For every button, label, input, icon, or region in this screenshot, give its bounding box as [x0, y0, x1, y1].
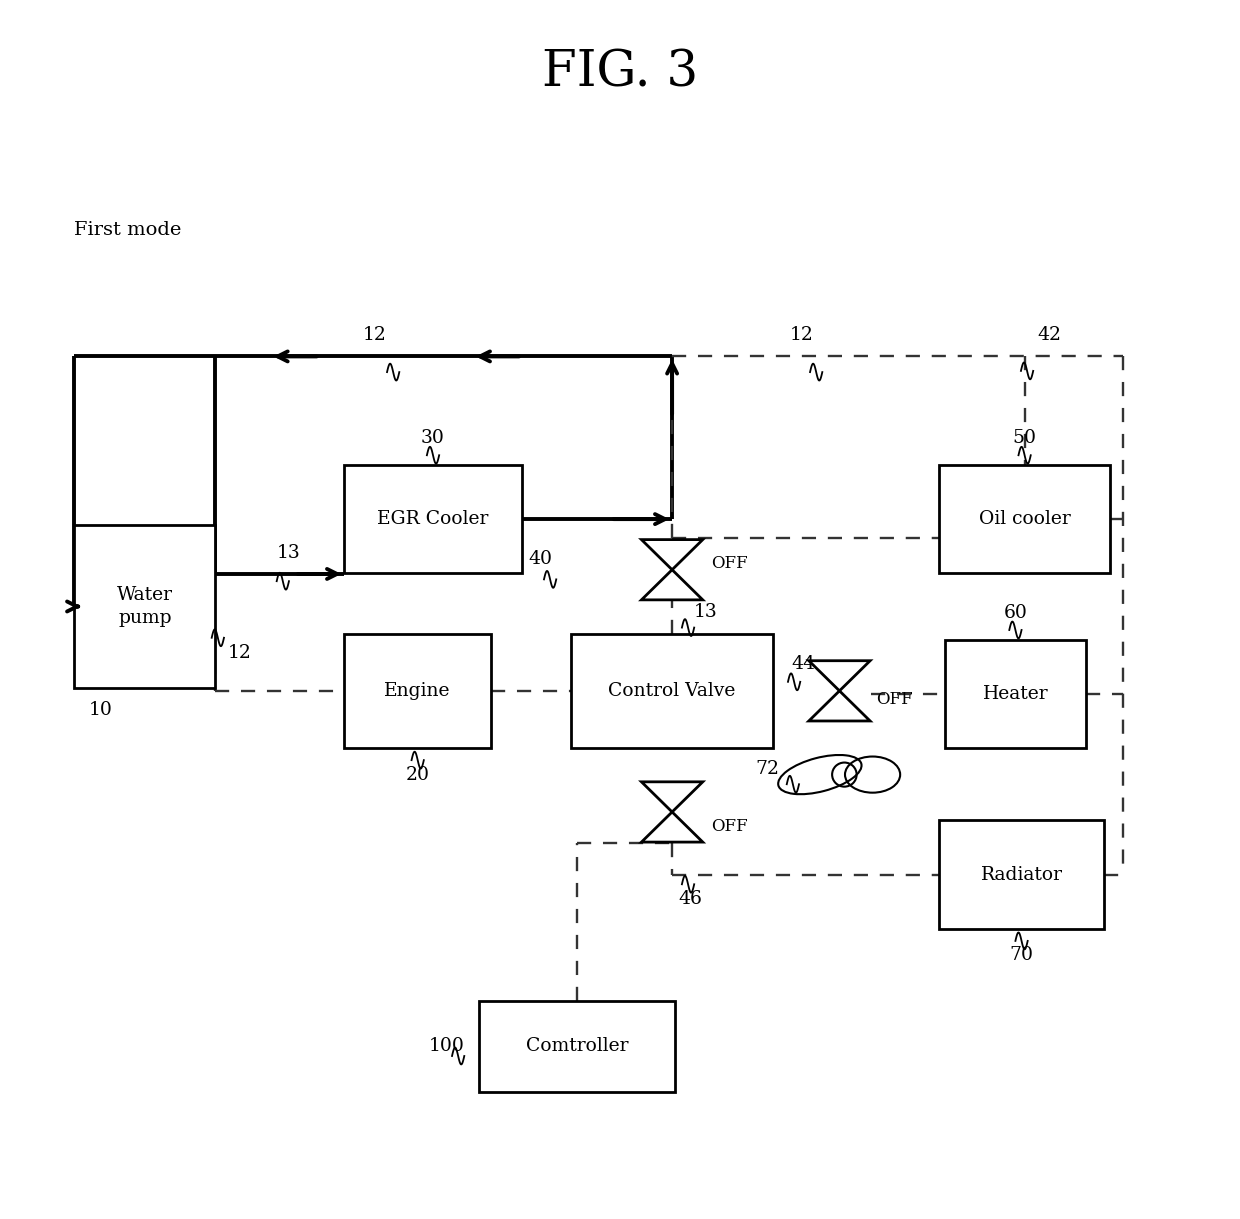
Text: 12: 12 — [790, 325, 813, 344]
Text: Comtroller: Comtroller — [526, 1037, 629, 1056]
Text: 46: 46 — [678, 890, 702, 908]
Text: Heater: Heater — [982, 685, 1048, 703]
Bar — [945, 640, 1086, 748]
Text: Engine: Engine — [384, 681, 451, 700]
Text: OFF: OFF — [712, 555, 748, 572]
Bar — [479, 1001, 675, 1091]
Bar — [345, 464, 522, 573]
Text: 30: 30 — [422, 429, 445, 447]
Text: FIG. 3: FIG. 3 — [542, 49, 698, 98]
Text: Oil cooler: Oil cooler — [978, 510, 1070, 528]
Bar — [345, 634, 491, 748]
Text: Control Valve: Control Valve — [609, 681, 735, 700]
Text: 50: 50 — [1013, 429, 1037, 447]
Text: 70: 70 — [1009, 946, 1034, 964]
Text: 12: 12 — [228, 645, 252, 662]
Text: First mode: First mode — [74, 221, 182, 239]
Text: OFF: OFF — [877, 691, 913, 708]
Text: 40: 40 — [528, 550, 553, 568]
Text: 42: 42 — [1037, 325, 1061, 344]
Text: EGR Cooler: EGR Cooler — [377, 510, 489, 528]
Bar — [939, 464, 1111, 573]
Text: 100: 100 — [428, 1037, 464, 1056]
Text: OFF: OFF — [712, 818, 748, 835]
Text: Water
pump: Water pump — [117, 585, 172, 628]
Text: 10: 10 — [89, 701, 113, 718]
Bar — [74, 525, 216, 688]
Text: 20: 20 — [405, 766, 430, 784]
Text: 72: 72 — [755, 759, 780, 778]
Bar — [939, 820, 1105, 929]
Text: 13: 13 — [694, 603, 718, 620]
Text: 60: 60 — [1003, 605, 1028, 622]
Text: 13: 13 — [277, 545, 300, 562]
Text: Radiator: Radiator — [981, 865, 1063, 884]
Bar — [570, 634, 774, 748]
Text: 44: 44 — [791, 655, 816, 673]
Text: 12: 12 — [363, 325, 387, 344]
